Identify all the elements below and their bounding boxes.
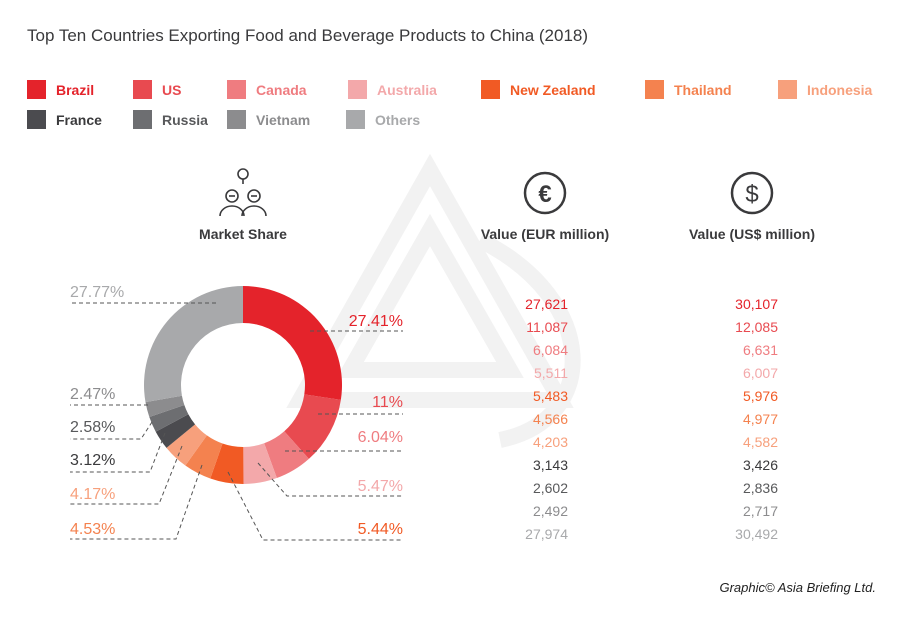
legend-label: Canada [256, 81, 307, 98]
legend-swatch [227, 110, 246, 129]
eur-value: 2,492 [532, 503, 568, 519]
usd-header: Value (US$ million) [688, 226, 816, 242]
legend-label: Australia [377, 81, 437, 98]
slice-canada [264, 431, 309, 479]
slice-vietnam [145, 395, 185, 418]
leader-line [70, 464, 203, 540]
share-label: 4.53% [70, 521, 116, 538]
usd-value: 6,007 [742, 365, 778, 381]
usd-value: 30,492 [735, 526, 778, 542]
slice-russia [149, 405, 189, 432]
legend-item: Others [346, 110, 420, 129]
legend-item: Brazil [27, 80, 94, 99]
eur-header: Value (EUR million) [480, 226, 610, 242]
svg-text:$: $ [745, 181, 758, 208]
leader-line [257, 462, 403, 497]
legend-label: Brazil [56, 81, 95, 98]
credit: Graphic© Asia Briefing Ltd. [719, 580, 876, 595]
usd-value: 4,582 [742, 434, 778, 450]
legend-label: Russia [162, 111, 208, 128]
legend-swatch [133, 80, 152, 99]
chart-title: Top Ten Countries Exporting Food and Bev… [27, 26, 589, 45]
euro-circle-icon: € [523, 171, 567, 215]
share-label: 27.41% [348, 313, 403, 330]
share-label: 11% [372, 394, 403, 411]
slice-australia [243, 443, 277, 484]
usd-value: 2,836 [742, 480, 778, 496]
slice-us [284, 394, 341, 459]
slice-brazil [243, 286, 343, 400]
slice-new-zealand [210, 443, 244, 484]
usd-value: 12,085 [735, 319, 778, 335]
eur-value: 27,974 [525, 526, 568, 542]
share-label: 2.58% [70, 419, 116, 436]
usd-value: 3,426 [742, 457, 778, 473]
eur-value: 6,084 [532, 342, 568, 358]
legend-item: Indonesia [778, 80, 872, 99]
dollar-circle-icon: $ [730, 171, 774, 215]
usd-value: 6,631 [742, 342, 778, 358]
legend-item: France [27, 110, 102, 129]
share-label: 27.77% [70, 284, 125, 301]
eur-value: 3,143 [532, 457, 568, 473]
usd-value: 4,977 [742, 411, 778, 427]
share-label: 3.12% [70, 452, 116, 469]
leader-line [70, 445, 183, 505]
slice-others [143, 286, 243, 403]
legend-label: US [162, 81, 182, 98]
people-network-icon [219, 168, 267, 217]
svg-text:€: € [538, 181, 551, 208]
legend-item: Vietnam [227, 110, 310, 129]
legend-swatch [645, 80, 664, 99]
legend-swatch [481, 80, 500, 99]
eur-value: 5,511 [534, 365, 568, 381]
share-label: 5.47% [357, 478, 403, 495]
eur-value: 5,483 [532, 388, 568, 404]
share-label: 6.04% [357, 429, 403, 446]
legend-label: Vietnam [256, 111, 311, 128]
eur-value: 2,602 [532, 480, 568, 496]
legend-item: Canada [227, 80, 307, 99]
legend-swatch [133, 110, 152, 129]
legend-label: Thailand [674, 81, 732, 98]
legend-swatch [227, 80, 246, 99]
legend-label: France [56, 111, 102, 128]
legend-label: Others [375, 111, 421, 128]
slice-indonesia [166, 424, 207, 466]
eur-value: 4,566 [532, 411, 568, 427]
legend-swatch [27, 110, 46, 129]
market-share-header: Market Share [199, 226, 287, 242]
share-label: 5.44% [357, 521, 403, 538]
legend-swatch [778, 80, 797, 99]
legend-item: Russia [133, 110, 208, 129]
share-label: 2.47% [70, 386, 116, 403]
legend-item: US [133, 80, 181, 99]
eur-value: 11,087 [526, 319, 568, 335]
legend-label: New Zealand [510, 81, 596, 98]
eur-value: 27,621 [525, 296, 568, 312]
slice-thailand [185, 435, 223, 479]
share-label: 4.17% [70, 486, 116, 503]
eur-value: 4,203 [532, 434, 568, 450]
legend-swatch [348, 80, 367, 99]
legend-label: Indonesia [807, 81, 873, 98]
leader-line [227, 471, 403, 541]
legend-item: Australia [348, 80, 437, 99]
usd-value: 5,976 [742, 388, 778, 404]
legend-swatch [27, 80, 46, 99]
usd-value: 2,717 [742, 503, 778, 519]
legend-item: Thailand [645, 80, 732, 99]
usd-value: 30,107 [735, 296, 778, 312]
watermark-logo [286, 153, 581, 448]
slice-france [155, 414, 196, 448]
legend-item: New Zealand [481, 80, 596, 99]
legend-swatch [346, 110, 365, 129]
